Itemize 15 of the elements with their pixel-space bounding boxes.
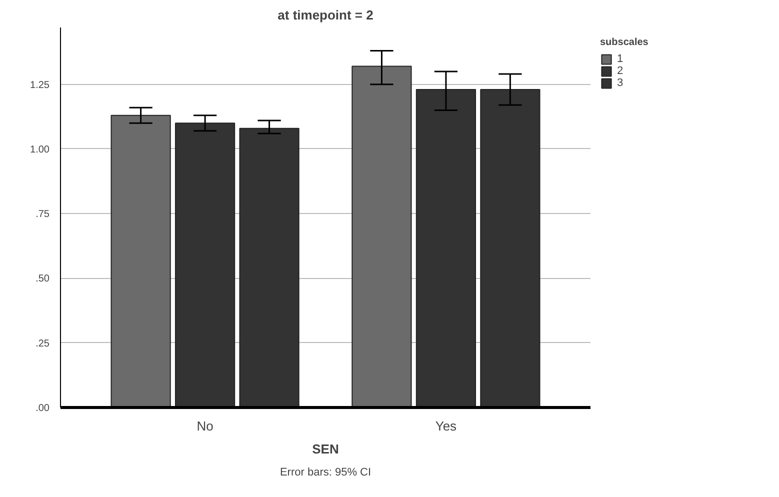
legend-label: 2 — [617, 65, 624, 77]
chart-title: at timepoint = 2 — [278, 8, 374, 22]
legend-label: 1 — [617, 53, 624, 65]
y-tick-label: .25 — [36, 338, 50, 350]
y-tick-label: .75 — [36, 209, 50, 220]
y-tick-label: 1.25 — [30, 80, 50, 91]
y-tick-label: .00 — [36, 403, 50, 414]
legend-label: 3 — [617, 77, 624, 89]
x-tick-label: Yes — [435, 418, 458, 434]
x-tick-label: No — [196, 418, 214, 434]
y-tick-label: 1.00 — [30, 144, 50, 156]
legend-title: subscales — [600, 37, 648, 48]
x-axis-title: SEN — [312, 442, 339, 456]
y-tick-label: .50 — [36, 274, 50, 285]
text: Error bars: 95% CI — [280, 466, 372, 478]
